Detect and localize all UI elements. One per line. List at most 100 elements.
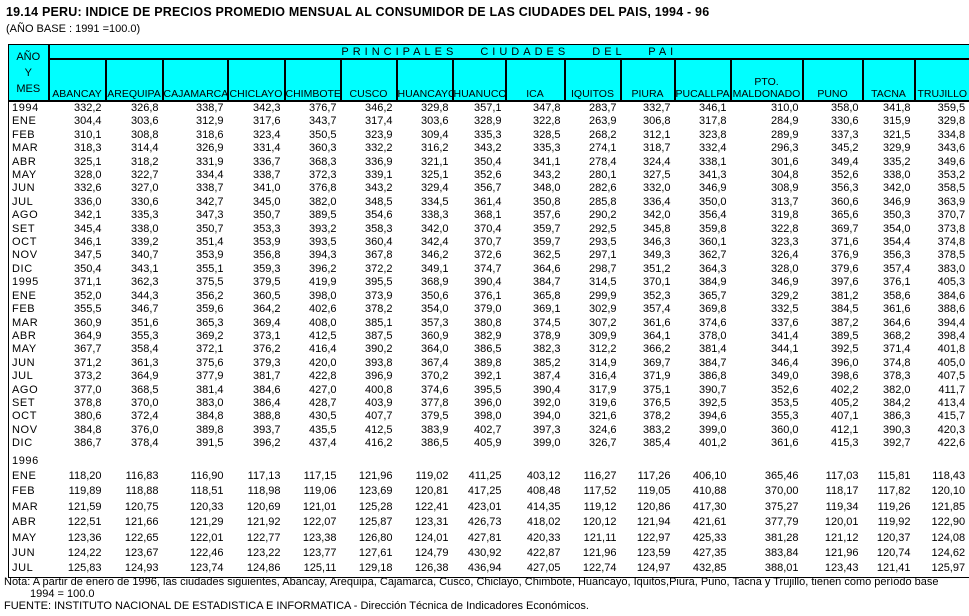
value-cell: 389,8 — [473, 356, 502, 369]
value-cell: 393,7 — [252, 423, 281, 436]
value-cell: 120,37 — [876, 531, 911, 544]
value-cell: 341,8 — [882, 102, 911, 114]
value-cell: 368,9 — [420, 276, 449, 289]
value-cell: 341,4 — [770, 329, 799, 342]
value-cell: 378,2 — [364, 303, 393, 316]
value-cell: 335,3 — [532, 142, 561, 155]
value-cell: 312,1 — [642, 128, 671, 141]
value-cell — [397, 451, 453, 469]
value-cell: 308,8 — [130, 128, 159, 141]
table-row: AGO 377,0 368,5 381,4 384,6 427,0 400,8 374,6 39… — [9, 384, 969, 397]
value-cell: 396,0 — [830, 356, 859, 369]
value-cell: 392,0 — [532, 396, 561, 409]
value-cell: 129,18 — [358, 562, 393, 575]
value-cell: 391,5 — [195, 437, 224, 450]
value-cell: 365,46 — [764, 469, 799, 482]
value-cell: 390,3 — [882, 423, 911, 436]
source-line: FUENTE: INSTITUTO NACIONAL DE ESTADISTIC… — [4, 600, 589, 612]
value-cell: 367,4 — [420, 356, 449, 369]
value-cell: 282,6 — [588, 182, 617, 195]
value-cell: 432,85 — [692, 562, 727, 575]
value-cell: 331,4 — [252, 142, 281, 155]
value-cell: 358,5 — [937, 182, 966, 195]
value-cell: 337,3 — [830, 128, 859, 141]
value-cell: 384,7 — [532, 276, 561, 289]
value-cell: 318,7 — [642, 142, 671, 155]
value-cell: 322,8 — [770, 222, 799, 235]
value-cell: 422,8 — [308, 370, 337, 383]
table-row: DIC 386,7 378,4 391,5 396,2 437,4 416,2 386,5 40… — [9, 437, 969, 450]
value-cell: 323,3 — [770, 236, 799, 249]
value-cell: 349,3 — [642, 249, 671, 262]
value-cell: 418,02 — [526, 516, 561, 529]
value-cell: 315,9 — [882, 115, 911, 128]
row-label: ABR — [12, 155, 37, 168]
table-header: AÑO Y MES PRINCIPALES CIUDADES DEL PAI ABAN… — [8, 44, 969, 102]
value-cell: 346,4 — [770, 356, 799, 369]
price-index-table: AÑO Y MES PRINCIPALES CIUDADES DEL PAI ABAN… — [8, 44, 969, 578]
value-cell: 122,77 — [246, 531, 281, 544]
value-cell: 336,7 — [252, 155, 281, 168]
value-cell: 407,5 — [937, 370, 966, 383]
value-cell: 396,9 — [364, 370, 393, 383]
value-cell: 369,4 — [252, 316, 281, 329]
value-cell: 399,0 — [532, 437, 561, 450]
value-cell: 401,2 — [698, 437, 727, 450]
value-cell: 412,1 — [830, 423, 859, 436]
value-cell: 356,3 — [882, 249, 911, 262]
value-cell: 126,38 — [414, 562, 449, 575]
value-cell: 119,26 — [877, 500, 911, 513]
value-cell: 378,3 — [882, 370, 911, 383]
value-cell: 394,4 — [937, 316, 966, 329]
value-cell: 392,5 — [698, 396, 727, 409]
value-cell — [675, 451, 731, 469]
value-cell: 364,0 — [420, 343, 449, 356]
value-cell: 405,0 — [937, 356, 966, 369]
value-cell: 358,4 — [130, 343, 159, 356]
value-cell: 357,4 — [882, 262, 911, 275]
value-cell: 421,61 — [692, 516, 727, 529]
value-cell: 123,43 — [824, 562, 859, 575]
value-cell: 357,3 — [420, 316, 449, 329]
value-cell: 268,2 — [588, 128, 617, 141]
value-cell: 398,0 — [308, 289, 337, 302]
value-cell: 302,9 — [588, 303, 617, 316]
value-cell: 355,3 — [130, 329, 159, 342]
row-label: ENE — [12, 469, 37, 482]
value-cell: 358,0 — [830, 102, 859, 114]
value-cell: 423,01 — [467, 500, 502, 513]
value-cell: 346,1 — [73, 236, 102, 249]
value-cell: 380,6 — [73, 410, 102, 423]
value-cell: 121,96 — [582, 547, 617, 559]
value-cell: 306,8 — [642, 115, 671, 128]
value-cell: 364,3 — [698, 262, 727, 275]
table-row: JUN 371,2 361,3 375,6 379,3 420,0 393,8 367,4 38… — [9, 357, 969, 370]
value-cell: 359,3 — [252, 262, 281, 275]
value-cell: 395,5 — [364, 276, 393, 289]
value-cell: 375,1 — [642, 383, 671, 396]
value-cell: 362,5 — [532, 249, 561, 262]
value-cell: 345,8 — [642, 222, 671, 235]
value-cell: 400,8 — [364, 383, 393, 396]
value-cell: 338,0 — [130, 222, 159, 235]
value-cell: 388,6 — [937, 303, 966, 316]
value-cell: 343,6 — [937, 142, 966, 155]
value-cell: 376,7 — [308, 102, 337, 114]
value-cell: 357,6 — [532, 209, 561, 222]
value-cell: 408,48 — [526, 485, 561, 498]
value-cell: 117,52 — [583, 485, 617, 498]
row-label: ENE — [12, 115, 37, 128]
value-cell: 122,90 — [931, 516, 966, 529]
value-cell: 370,0 — [130, 396, 159, 409]
value-cell — [228, 451, 285, 469]
value-cell: 124,22 — [67, 547, 102, 559]
value-cell: 354,4 — [882, 236, 911, 249]
value-cell: 321,6 — [588, 410, 617, 423]
value-cell: 427,35 — [692, 547, 727, 559]
value-cell: 123,22 — [246, 547, 281, 559]
value-cell: 381,4 — [195, 383, 224, 396]
value-cell: 398,0 — [473, 410, 502, 423]
value-cell: 119,12 — [583, 500, 617, 513]
value-cell: 314,9 — [588, 356, 617, 369]
value-cell: 121,11 — [583, 531, 617, 544]
